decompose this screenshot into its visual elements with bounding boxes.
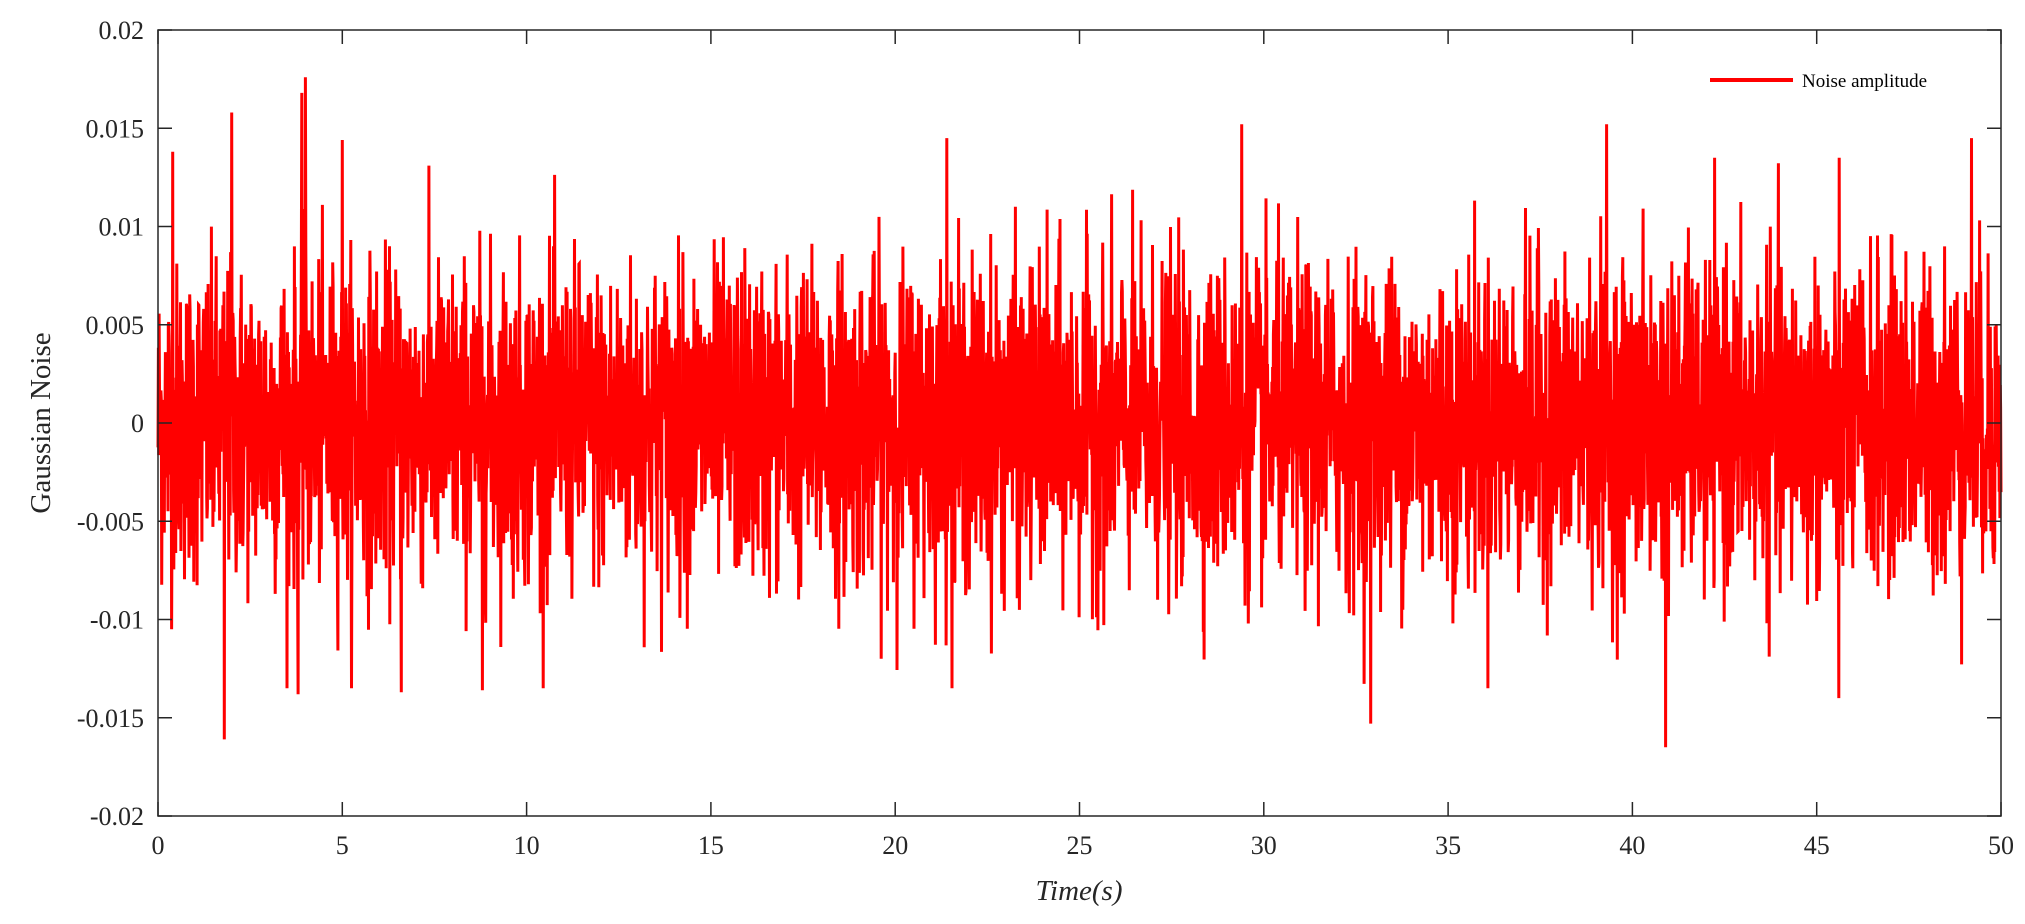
y-tick-label: -0.02 (90, 802, 144, 831)
x-tick-label: 30 (1251, 831, 1277, 860)
x-axis-title: Time(s) (1036, 875, 1123, 907)
y-tick-label: 0.005 (86, 311, 145, 340)
x-tick-label: 40 (1619, 831, 1645, 860)
x-tick-label: 10 (514, 831, 540, 860)
legend: Noise amplitude (1700, 58, 1970, 102)
y-axis-title: Gaussian Noise (25, 332, 57, 513)
series-line-noise-amplitude (156, 77, 2003, 748)
y-tick-label: -0.005 (77, 507, 144, 536)
y-tick-label: 0.01 (99, 213, 145, 242)
x-tick-label: 50 (1988, 831, 2014, 860)
x-tick-label: 45 (1804, 831, 1830, 860)
x-tick-label: 15 (698, 831, 724, 860)
y-tick-label: -0.01 (90, 606, 144, 635)
y-tick-label: 0.015 (86, 114, 145, 143)
y-tick-label: -0.015 (77, 704, 144, 733)
series-layer (156, 77, 2003, 748)
x-tick-label: 20 (882, 831, 908, 860)
x-tick-label: 0 (152, 831, 165, 860)
x-tick-label: 5 (336, 831, 349, 860)
ticks-layer: 0 5 10 15 20 25 30 35 40 45 50 -0.02 -0.015 -0.01 -0.0… (77, 16, 2014, 860)
legend-label: Noise amplitude (1802, 71, 1927, 92)
y-tick-label: 0.02 (99, 16, 145, 45)
x-tick-label: 25 (1067, 831, 1093, 860)
y-tick-label: 0 (131, 409, 144, 438)
x-tick-label: 35 (1435, 831, 1461, 860)
